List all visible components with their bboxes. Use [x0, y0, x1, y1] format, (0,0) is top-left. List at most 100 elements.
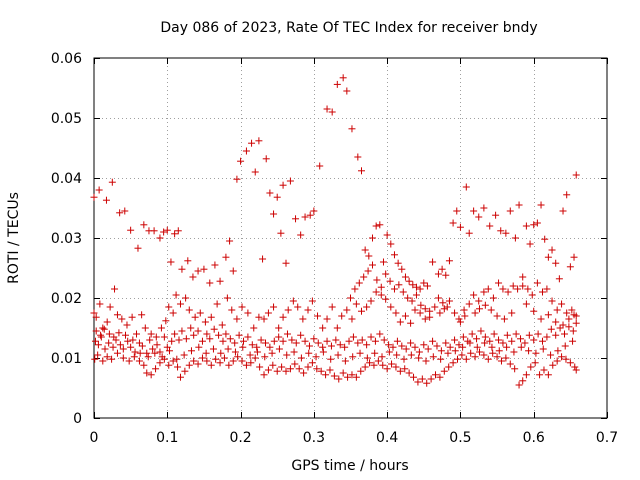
- data-point: [233, 175, 241, 183]
- data-point: [247, 359, 255, 367]
- data-point: [527, 363, 535, 371]
- data-point: [526, 240, 534, 248]
- data-point: [178, 265, 186, 273]
- data-point: [440, 305, 448, 313]
- data-point: [334, 351, 342, 359]
- data-point: [357, 307, 365, 315]
- y-tick-label: 0.01: [51, 351, 82, 367]
- data-point: [231, 348, 239, 356]
- x-tick-label: 0.1: [156, 430, 178, 446]
- data-point: [190, 331, 198, 339]
- data-point: [429, 258, 437, 266]
- data-point: [475, 213, 483, 221]
- data-point: [174, 363, 182, 371]
- data-point: [412, 283, 420, 291]
- data-point: [458, 351, 466, 359]
- data-point: [511, 365, 519, 373]
- data-point: [537, 315, 545, 323]
- data-point: [203, 330, 211, 338]
- data-point: [264, 309, 272, 317]
- data-point: [322, 371, 330, 379]
- data-point: [207, 313, 215, 321]
- data-point: [323, 337, 331, 345]
- data-point: [317, 367, 325, 375]
- data-point: [92, 313, 100, 321]
- data-point: [124, 337, 132, 345]
- data-point: [212, 355, 220, 363]
- data-point: [570, 253, 578, 261]
- data-point: [121, 207, 129, 215]
- data-point: [486, 337, 494, 345]
- data-point: [228, 306, 236, 314]
- data-point: [261, 353, 269, 361]
- y-tick-label: 0.04: [51, 171, 82, 187]
- data-point: [119, 354, 127, 362]
- data-point: [475, 297, 483, 305]
- data-point: [305, 342, 313, 350]
- data-point: [140, 221, 148, 229]
- data-point: [365, 252, 373, 260]
- data-point: [530, 336, 538, 344]
- data-point: [407, 319, 415, 327]
- data-point: [323, 105, 331, 113]
- data-point: [266, 343, 274, 351]
- data-point: [244, 309, 252, 317]
- data-point: [209, 345, 217, 353]
- data-point: [569, 327, 577, 335]
- data-point: [151, 349, 159, 357]
- data-point: [480, 204, 488, 212]
- data-point: [270, 337, 278, 345]
- data-point: [358, 336, 366, 344]
- data-point: [420, 341, 428, 349]
- data-point: [393, 337, 401, 345]
- data-point: [467, 349, 475, 357]
- data-point: [361, 246, 369, 254]
- x-tick-labels: 0 0.1 0.2 0.3 0.4 0.5 0.6 0.7: [90, 430, 619, 446]
- data-point: [195, 343, 203, 351]
- data-point: [455, 315, 463, 323]
- data-point: [411, 306, 419, 314]
- data-point: [171, 230, 179, 238]
- data-point: [423, 379, 431, 387]
- data-point: [308, 359, 316, 367]
- data-point: [465, 229, 473, 237]
- data-point: [160, 228, 168, 236]
- data-point: [165, 303, 173, 311]
- data-point: [414, 378, 422, 386]
- data-point: [504, 288, 512, 296]
- data-point: [539, 337, 547, 345]
- data-point: [262, 155, 270, 163]
- data-point: [156, 234, 164, 242]
- data-point: [540, 366, 548, 374]
- data-point: [377, 283, 385, 291]
- data-point: [382, 270, 390, 278]
- data-point: [283, 330, 291, 338]
- data-point: [231, 339, 239, 347]
- data-point: [169, 357, 177, 365]
- data-point: [313, 365, 321, 373]
- data-point: [372, 288, 380, 296]
- data-point: [100, 325, 108, 333]
- data-point: [99, 357, 107, 365]
- data-point: [91, 337, 99, 345]
- data-point: [110, 333, 118, 341]
- data-point: [135, 339, 143, 347]
- data-point: [194, 327, 202, 335]
- data-point: [410, 373, 418, 381]
- data-point: [436, 309, 444, 317]
- data-point: [255, 137, 263, 145]
- data-point: [163, 226, 171, 234]
- data-point: [509, 282, 517, 290]
- data-point: [473, 343, 481, 351]
- data-point: [363, 354, 371, 362]
- data-point: [297, 231, 305, 239]
- data-point: [348, 125, 356, 133]
- data-point: [133, 330, 141, 338]
- data-point: [187, 347, 195, 355]
- data-point: [558, 300, 566, 308]
- data-point: [566, 263, 574, 271]
- data-point: [178, 327, 186, 335]
- data-point: [364, 267, 372, 275]
- data-point: [360, 273, 368, 281]
- data-point: [310, 335, 318, 343]
